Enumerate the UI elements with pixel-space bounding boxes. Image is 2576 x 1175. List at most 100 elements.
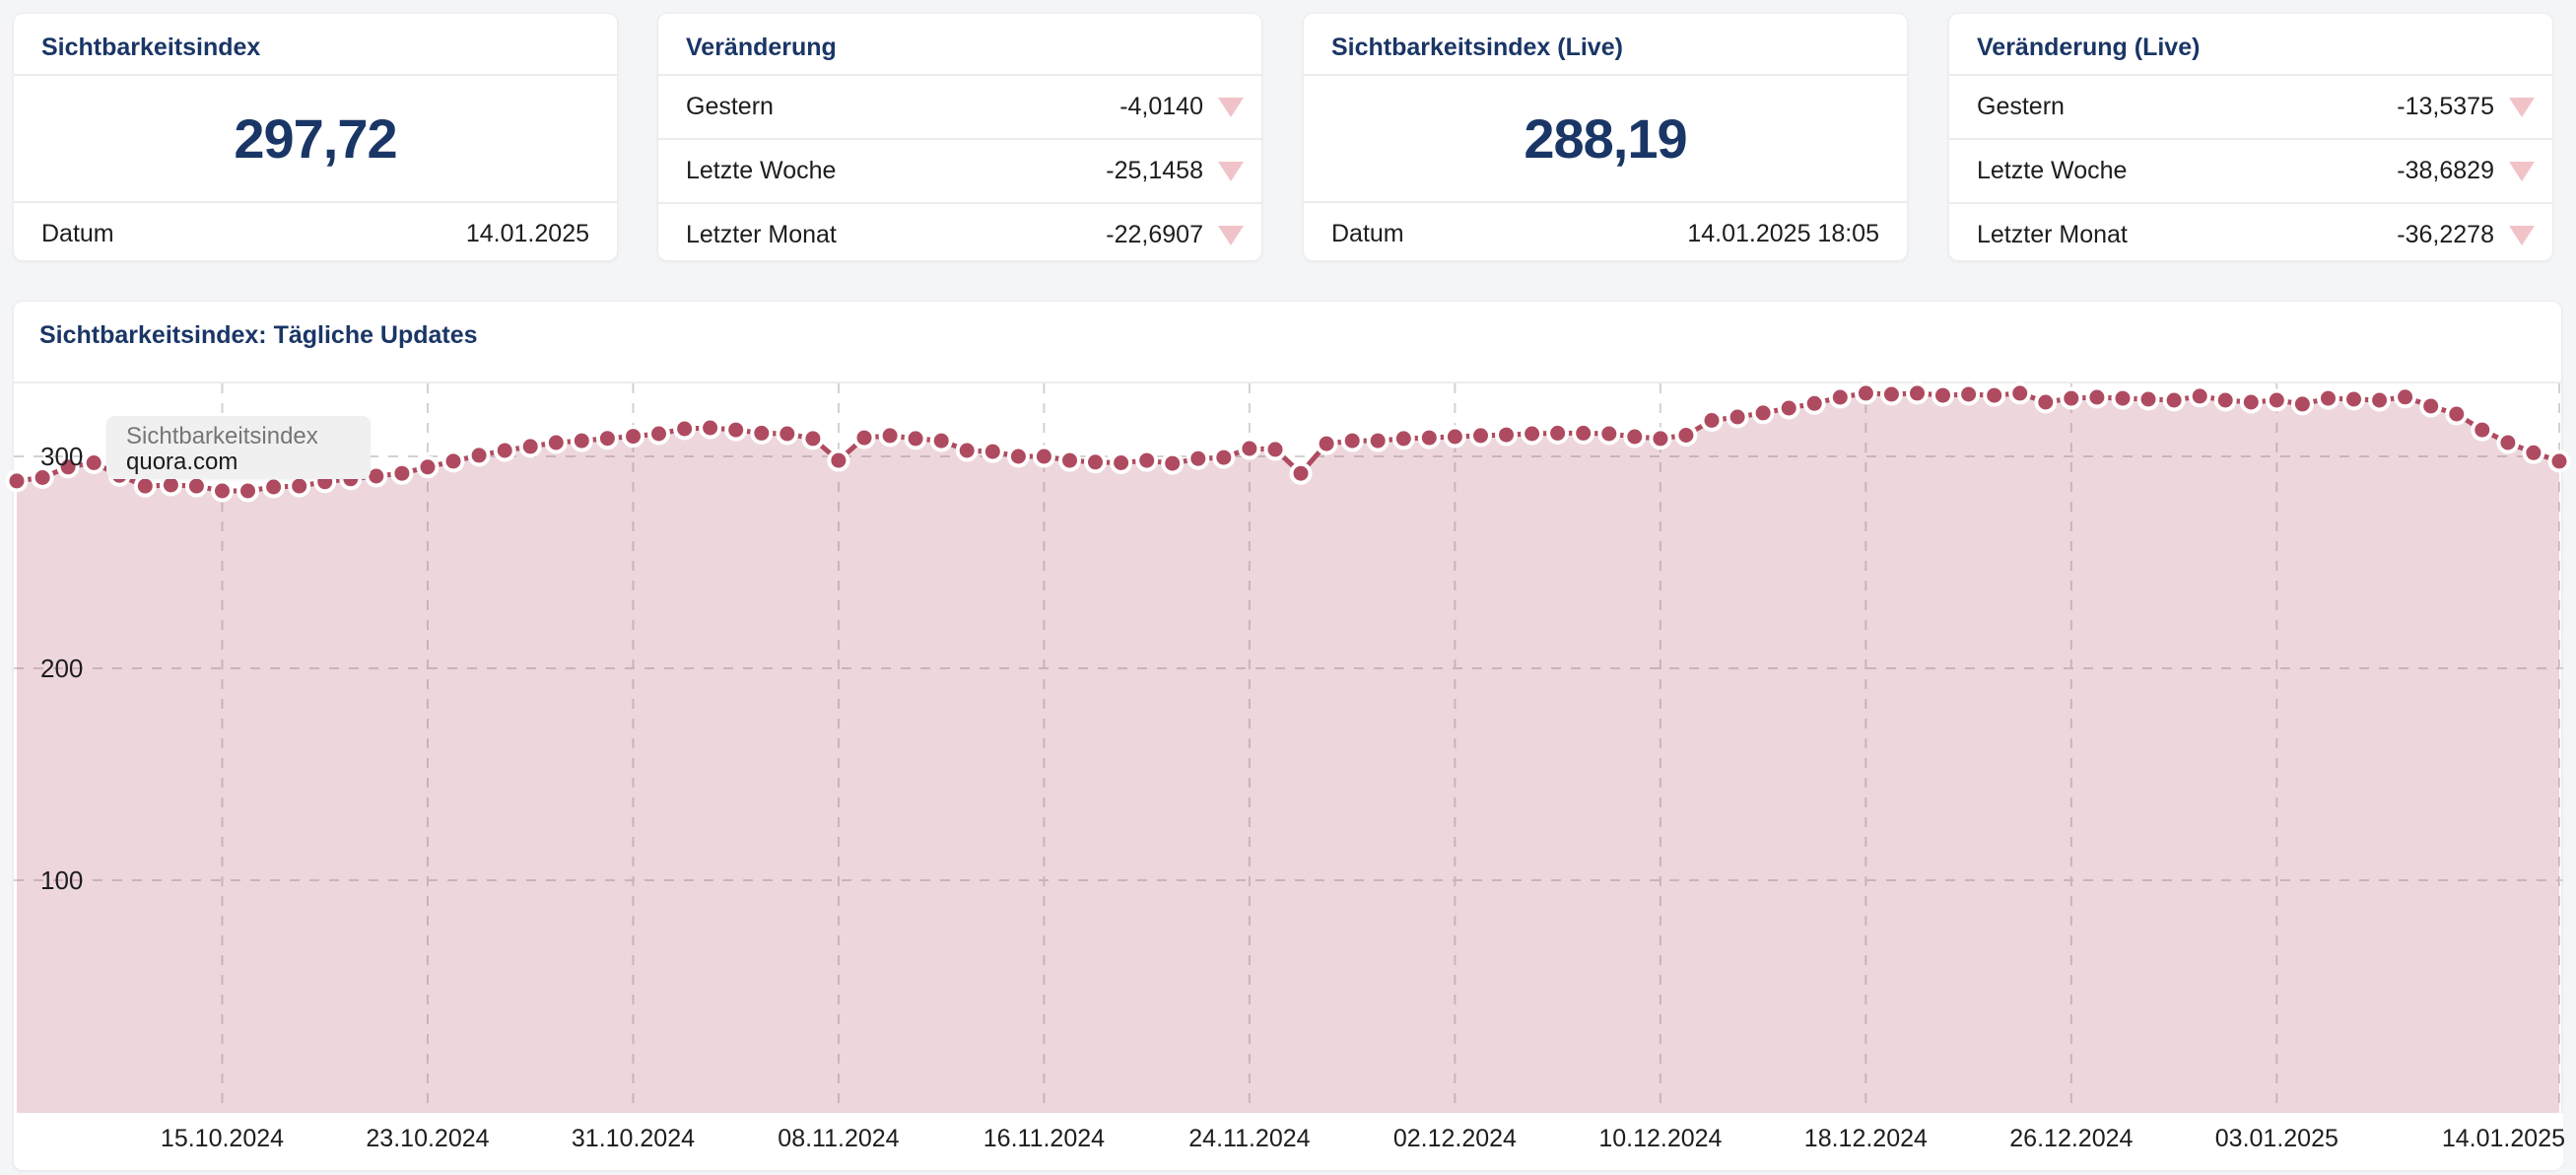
data-point[interactable] [673,417,697,441]
data-point[interactable] [518,435,542,458]
data-point[interactable] [2265,388,2288,412]
data-point[interactable] [2213,388,2237,412]
data-point[interactable] [1597,422,1621,446]
data-point[interactable] [2496,431,2520,454]
data-point[interactable] [1700,409,1724,432]
data-point[interactable] [1006,445,1030,468]
data-point[interactable] [262,475,286,499]
data-point[interactable] [1366,429,1390,452]
data-point[interactable] [724,418,748,442]
data-point[interactable] [955,439,979,462]
data-point[interactable] [2394,385,2417,409]
data-point[interactable] [1058,449,1081,472]
data-point[interactable] [288,474,311,498]
data-point[interactable] [622,425,644,449]
data-point[interactable] [904,427,927,450]
data-point[interactable] [1238,437,1261,460]
data-point[interactable] [390,461,414,485]
data-point[interactable] [82,451,105,474]
data-point[interactable] [2471,418,2494,442]
data-point[interactable] [2136,387,2160,411]
data-point[interactable] [544,431,568,454]
data-point[interactable] [1751,401,1775,425]
data-point[interactable] [2111,386,2135,410]
data-point[interactable] [1084,450,1107,474]
data-point[interactable] [1469,424,1492,448]
data-point[interactable] [237,479,259,503]
data-point[interactable] [776,422,799,446]
data-point[interactable] [1854,381,1877,405]
data-point[interactable] [852,426,876,449]
change-row-last-month: Letzter Monat -22,6907 [658,204,1261,266]
data-point[interactable] [1572,421,1595,445]
data-point[interactable] [1521,422,1544,446]
data-point[interactable] [1340,429,1364,452]
data-point[interactable] [2162,388,2186,412]
data-point[interactable] [1443,425,1466,449]
data-point[interactable] [1932,383,1954,407]
data-point[interactable] [1135,449,1159,472]
data-point[interactable] [929,429,953,452]
data-point[interactable] [1032,445,1055,468]
data-point[interactable] [878,424,902,448]
data-point[interactable] [801,427,825,450]
data-point[interactable] [56,455,80,479]
data-point[interactable] [1957,382,1981,406]
data-point[interactable] [1161,451,1185,475]
data-point[interactable] [416,455,440,479]
data-point[interactable] [2188,384,2211,408]
data-point[interactable] [1212,446,1236,469]
data-point[interactable] [1983,383,2006,407]
data-point[interactable] [981,440,1004,463]
data-point[interactable] [133,474,157,498]
data-point[interactable] [1726,405,1749,429]
data-point[interactable] [1263,438,1287,461]
data-point[interactable] [2085,385,2109,409]
data-point[interactable] [2034,390,2058,414]
data-point[interactable] [2522,441,2545,464]
change-row-value: -22,6907 [1106,221,1203,248]
data-point[interactable] [2060,386,2083,410]
data-point[interactable] [1906,381,1929,405]
data-point[interactable] [1649,427,1672,450]
data-point[interactable] [2317,386,2339,410]
data-point[interactable] [1828,385,1852,409]
data-point[interactable] [493,439,516,462]
data-point[interactable] [1879,382,1903,406]
data-point[interactable] [1546,421,1570,445]
data-point[interactable] [1802,391,1826,415]
chart-plot[interactable]: 300 200 100 [5,381,2571,1113]
data-point[interactable] [699,416,722,440]
data-point[interactable] [1674,424,1698,447]
data-point[interactable] [184,474,208,498]
data-point[interactable] [2368,388,2392,412]
data-point[interactable] [1623,425,1647,449]
data-point[interactable] [1315,432,1338,455]
data-point[interactable] [2239,390,2263,414]
data-point[interactable] [647,422,670,446]
data-point[interactable] [1391,427,1415,450]
data-point[interactable] [2008,381,2032,405]
data-point[interactable] [5,469,29,493]
data-point[interactable] [1777,396,1800,420]
data-point[interactable] [2290,392,2314,416]
data-point[interactable] [467,444,491,467]
data-point[interactable] [2547,449,2571,473]
data-point[interactable] [2419,394,2443,418]
data-point[interactable] [1495,423,1518,447]
data-point[interactable] [441,449,465,473]
data-point[interactable] [2342,387,2365,411]
data-point[interactable] [750,421,774,445]
data-point[interactable] [1110,451,1133,474]
data-point[interactable] [1289,461,1313,485]
data-point[interactable] [1417,426,1441,449]
data-point[interactable] [595,427,619,450]
data-point[interactable] [211,479,234,503]
data-point[interactable] [827,449,850,472]
data-point[interactable] [570,429,593,452]
series-area [17,392,2559,1113]
data-point[interactable] [1186,447,1210,470]
data-point[interactable] [31,466,54,489]
data-point[interactable] [2445,402,2469,426]
change-row-last-month: Letzter Monat -36,2278 [1949,204,2552,266]
